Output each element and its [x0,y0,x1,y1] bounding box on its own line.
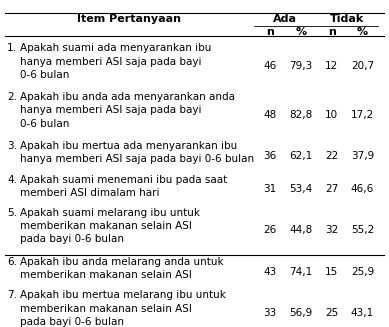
Text: 25: 25 [325,308,338,318]
Text: 48: 48 [263,110,277,120]
Text: 12: 12 [325,61,338,71]
Text: 82,8: 82,8 [289,110,312,120]
Text: 43: 43 [263,267,277,277]
Text: 22: 22 [325,151,338,161]
Text: 46: 46 [263,61,277,71]
Text: n: n [266,27,274,37]
Text: 53,4: 53,4 [289,184,312,194]
Text: 79,3: 79,3 [289,61,312,71]
Text: 5.: 5. [7,208,17,218]
Text: 33: 33 [263,308,277,318]
Text: 25,9: 25,9 [351,267,374,277]
Text: Apakah ibu anda ada menyarankan anda
hanya memberi ASI saja pada bayi
0-6 bulan: Apakah ibu anda ada menyarankan anda han… [20,92,235,129]
Text: Tidak: Tidak [330,14,364,24]
Text: Ada: Ada [273,14,297,24]
Text: 1.: 1. [7,43,17,53]
Text: Apakah ibu anda melarang anda untuk
memberikan makanan selain ASI: Apakah ibu anda melarang anda untuk memb… [20,257,224,280]
Text: Apakah ibu mertua melarang ibu untuk
memberikan makanan selain ASI
pada bayi 0-6: Apakah ibu mertua melarang ibu untuk mem… [20,290,226,327]
Text: Apakah suami menemani ibu pada saat
memberi ASI dimalam hari: Apakah suami menemani ibu pada saat memb… [20,175,227,198]
Text: 27: 27 [325,184,338,194]
Text: %: % [295,27,306,37]
Text: 56,9: 56,9 [289,308,312,318]
Text: 44,8: 44,8 [289,225,312,235]
Text: Apakah suami melarang ibu untuk
memberikan makanan selain ASI
pada bayi 0-6 bula: Apakah suami melarang ibu untuk memberik… [20,208,200,245]
Text: 20,7: 20,7 [351,61,374,71]
Text: Apakah ibu mertua ada menyarankan ibu
hanya memberi ASI saja pada bayi 0-6 bulan: Apakah ibu mertua ada menyarankan ibu ha… [20,141,254,164]
Text: 6.: 6. [7,257,17,267]
Text: 31: 31 [263,184,277,194]
Text: Item Pertanyaan: Item Pertanyaan [77,14,181,24]
Text: 26: 26 [263,225,277,235]
Text: 36: 36 [263,151,277,161]
Text: 10: 10 [325,110,338,120]
Text: 2.: 2. [7,92,17,102]
Text: 15: 15 [325,267,338,277]
Text: %: % [357,27,368,37]
Text: 43,1: 43,1 [351,308,374,318]
Text: 7.: 7. [7,290,17,301]
Text: 46,6: 46,6 [351,184,374,194]
Text: 74,1: 74,1 [289,267,312,277]
Text: 55,2: 55,2 [351,225,374,235]
Text: n: n [328,27,336,37]
Text: 4.: 4. [7,175,17,185]
Text: Apakah suami ada menyarankan ibu
hanya memberi ASI saja pada bayi
0-6 bulan: Apakah suami ada menyarankan ibu hanya m… [20,43,211,80]
Text: 3.: 3. [7,141,17,151]
Text: 32: 32 [325,225,338,235]
Text: 17,2: 17,2 [351,110,374,120]
Text: 37,9: 37,9 [351,151,374,161]
Text: 62,1: 62,1 [289,151,312,161]
